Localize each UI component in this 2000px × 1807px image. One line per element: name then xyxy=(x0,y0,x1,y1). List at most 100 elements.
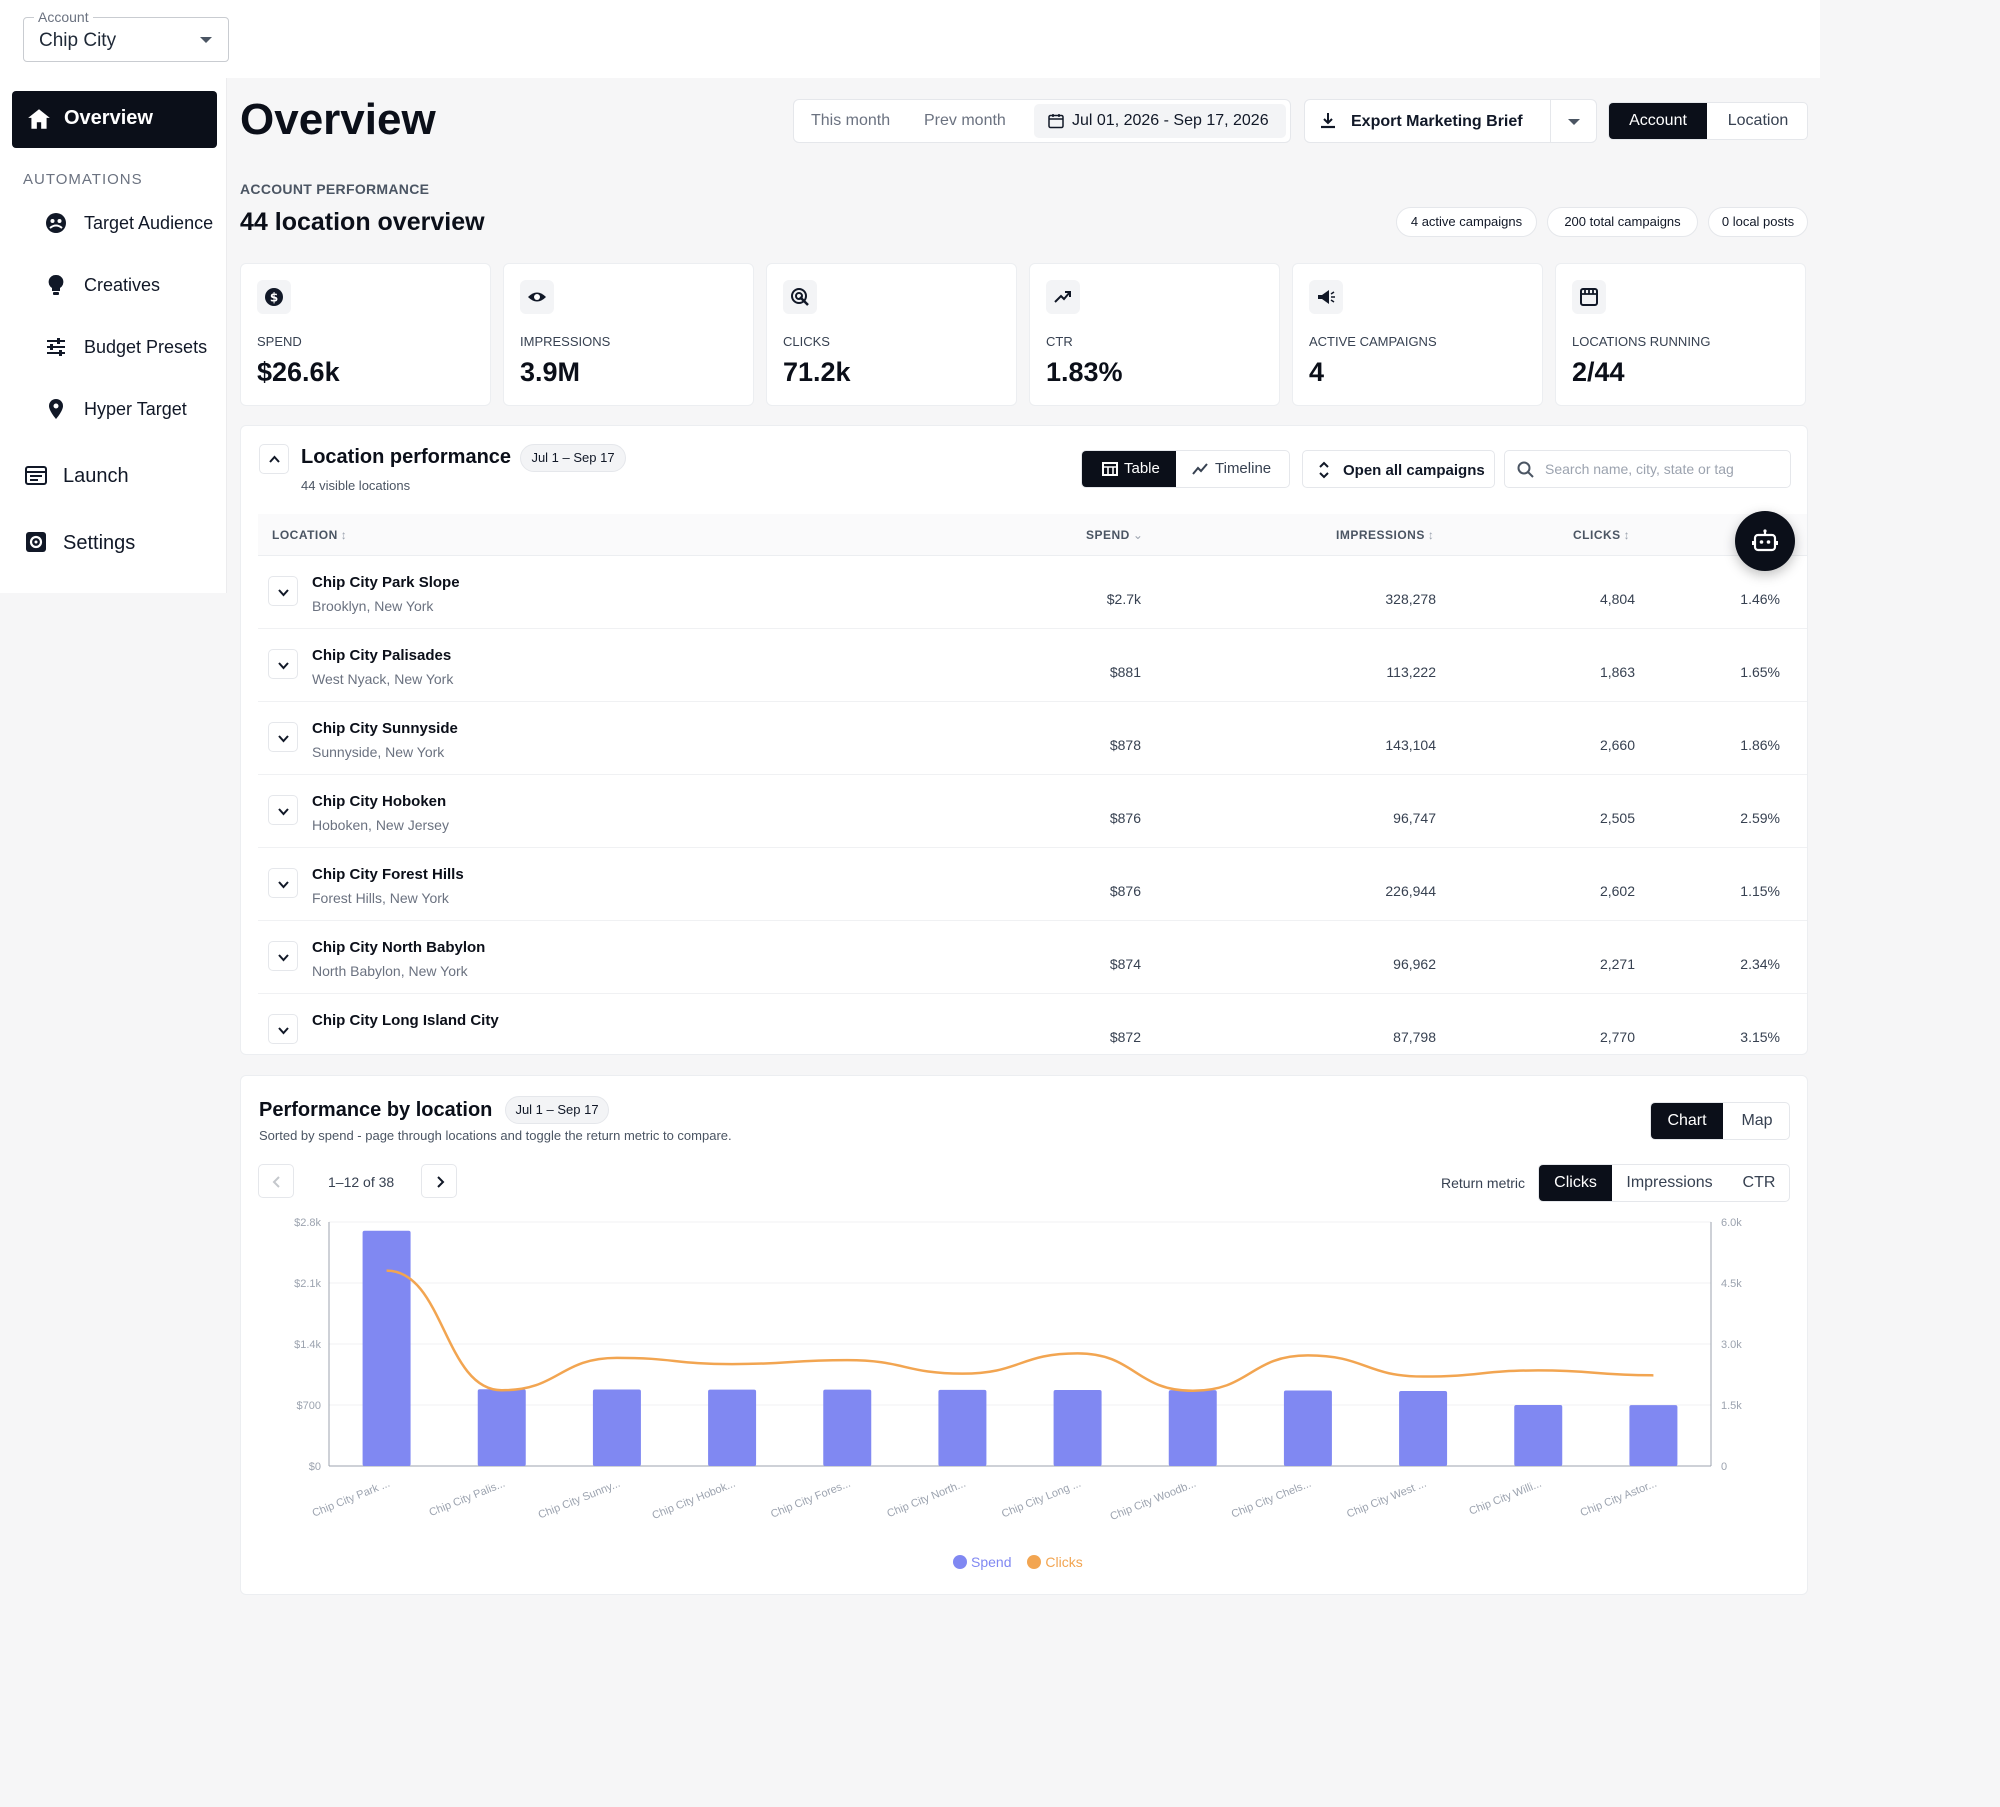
table-row[interactable]: Chip City Hoboken Hoboken, New Jersey $876… xyxy=(258,775,1807,848)
scope-location-button[interactable]: Location xyxy=(1727,112,1789,129)
kpi-value: 2/44 xyxy=(1572,357,1625,387)
expand-vertical-icon xyxy=(1319,461,1329,479)
expand-row-button[interactable] xyxy=(268,1014,298,1044)
store-icon xyxy=(1580,288,1598,306)
scope-account-button[interactable]: Account xyxy=(1609,103,1707,139)
assistant-bot-button[interactable] xyxy=(1735,511,1795,571)
chevron-down-icon xyxy=(278,589,289,597)
table-row[interactable]: Chip City Sunnyside Sunnyside, New York $8… xyxy=(258,702,1807,775)
card-subtitle: Sorted by spend - page through locations… xyxy=(259,1128,732,1143)
cell-impressions: 328,278 xyxy=(1385,591,1436,607)
section-title: 44 location overview xyxy=(240,208,485,236)
bar-spend xyxy=(1283,1390,1332,1466)
this-month-button[interactable]: This month xyxy=(811,112,891,129)
column-header-location[interactable]: LOCATION ↕ xyxy=(272,528,348,542)
location-city: Sunnyside, New York xyxy=(312,744,445,760)
cell-clicks: 4,804 xyxy=(1599,591,1635,607)
kpi-label: SPEND xyxy=(257,334,302,349)
audience-icon xyxy=(46,213,66,233)
metric-ctr-button[interactable]: CTR xyxy=(1742,1174,1776,1191)
sidebar-item-hyper-target[interactable]: Hyper Target xyxy=(0,389,227,429)
chevron-down-icon xyxy=(278,1027,289,1035)
prev-month-button[interactable]: Prev month xyxy=(924,112,1006,129)
location-search xyxy=(1504,450,1791,488)
expand-row-button[interactable] xyxy=(268,795,298,825)
table-row[interactable]: Chip City Park Slope Brooklyn, New York $2… xyxy=(258,556,1807,629)
location-name: Chip City Sunnyside xyxy=(312,720,458,737)
column-header-clicks[interactable]: CLICKS ↕ xyxy=(1573,528,1631,542)
y-right-tick-label: 6.0k xyxy=(1721,1217,1742,1229)
expand-row-button[interactable] xyxy=(268,722,298,752)
section-kicker: ACCOUNT PERFORMANCE xyxy=(240,181,430,197)
legend-item-spend[interactable]: Spend xyxy=(953,1554,1011,1570)
location-name: Chip City Hoboken xyxy=(312,793,447,810)
y-right-tick-label: 1.5k xyxy=(1721,1400,1742,1412)
sidebar-item-overview[interactable]: Overview xyxy=(12,91,217,148)
prev-page-button[interactable] xyxy=(258,1164,294,1198)
column-header-spend[interactable]: SPEND ⌄ xyxy=(1086,528,1144,542)
dollar-icon: $ xyxy=(265,288,283,306)
table-row[interactable]: Chip City Forest Hills Forest Hills, New … xyxy=(258,848,1807,921)
export-marketing-brief-button[interactable]: Export Marketing Brief xyxy=(1304,99,1551,143)
chart-legend: Spend Clicks xyxy=(953,1554,1095,1570)
legend-swatch-clicks xyxy=(1027,1555,1042,1569)
export-options-button[interactable] xyxy=(1550,99,1597,143)
kpi-value: $26.6k xyxy=(257,357,340,387)
location-performance-card: Location performance Jul 1 – Sep 17 44 v… xyxy=(240,425,1808,1055)
table-row[interactable]: Chip City Long Island City $872 87,798 2,77… xyxy=(258,994,1807,1054)
cell-impressions: 96,747 xyxy=(1393,810,1436,826)
table-row[interactable]: Chip City Palisades West Nyack, New York $… xyxy=(258,629,1807,702)
sidebar-item-settings[interactable]: Settings xyxy=(0,522,227,562)
search-input[interactable] xyxy=(1545,459,1780,479)
open-all-campaigns-button[interactable]: Open all campaigns xyxy=(1302,450,1495,488)
timeline-view-button[interactable]: Timeline xyxy=(1176,451,1289,487)
column-header-impressions[interactable]: IMPRESSIONS ↕ xyxy=(1336,528,1435,542)
chart-view-button[interactable]: Chart xyxy=(1651,1103,1723,1139)
kpi-label: CTR xyxy=(1046,334,1073,349)
cell-clicks: 1,863 xyxy=(1599,664,1635,680)
account-select-value: Chip City xyxy=(39,30,117,51)
chevron-down-icon xyxy=(278,954,289,962)
date-range-picker[interactable]: Jul 01, 2026 - Sep 17, 2026 xyxy=(1034,104,1286,138)
x-tick-label: Chip City Astor... xyxy=(1579,1478,1659,1520)
x-tick-label: Chip City Park ... xyxy=(311,1478,392,1520)
gear-icon xyxy=(26,532,46,552)
location-city: Hoboken, New Jersey xyxy=(312,817,449,833)
cell-spend: $2.7k xyxy=(1106,591,1141,607)
metric-clicks-button[interactable]: Clicks xyxy=(1539,1165,1612,1201)
card-title: Location performance xyxy=(301,446,512,468)
kpi-value: 3.9M xyxy=(520,357,581,387)
sidebar-item-target-audience[interactable]: Target Audience xyxy=(0,203,227,243)
chevron-right-icon xyxy=(437,1176,445,1188)
cell-ctr: 2.34% xyxy=(1740,956,1780,972)
cell-clicks: 2,602 xyxy=(1599,883,1635,899)
expand-row-button[interactable] xyxy=(268,576,298,606)
sidebar-item-budget-presets[interactable]: Budget Presets xyxy=(0,327,227,367)
account-select[interactable]: Account Chip City xyxy=(23,9,229,62)
top-bar: Account Chip City xyxy=(0,0,1820,78)
x-tick-label: Chip City North... xyxy=(885,1478,967,1520)
legend-item-clicks[interactable]: Clicks xyxy=(1027,1554,1083,1570)
expand-row-button[interactable] xyxy=(268,941,298,971)
kpi-label: IMPRESSIONS xyxy=(520,334,611,349)
expand-row-button[interactable] xyxy=(268,649,298,679)
bar-spend xyxy=(1514,1405,1563,1466)
table-view-button[interactable]: Table xyxy=(1082,451,1176,487)
date-range-text: Jul 01, 2026 - Sep 17, 2026 xyxy=(1072,112,1269,129)
collapse-button[interactable] xyxy=(259,444,289,474)
chevron-down-icon xyxy=(278,662,289,670)
trend-icon xyxy=(1192,463,1208,475)
map-view-button[interactable]: Map xyxy=(1741,1112,1773,1129)
expand-row-button[interactable] xyxy=(268,868,298,898)
x-tick-label: Chip City Palis... xyxy=(428,1478,507,1519)
table-row[interactable]: Chip City North Babylon North Babylon, Ne… xyxy=(258,921,1807,994)
location-name: Chip City Park Slope xyxy=(312,574,460,591)
cell-ctr: 1.65% xyxy=(1740,664,1780,680)
cell-ctr: 1.15% xyxy=(1740,883,1780,899)
sidebar-item-launch[interactable]: Launch xyxy=(0,455,227,495)
legend-swatch-spend xyxy=(953,1555,967,1569)
next-page-button[interactable] xyxy=(421,1164,457,1198)
sidebar-item-creatives[interactable]: Creatives xyxy=(0,265,227,305)
download-icon xyxy=(1321,113,1335,129)
metric-impressions-button[interactable]: Impressions xyxy=(1626,1174,1713,1191)
